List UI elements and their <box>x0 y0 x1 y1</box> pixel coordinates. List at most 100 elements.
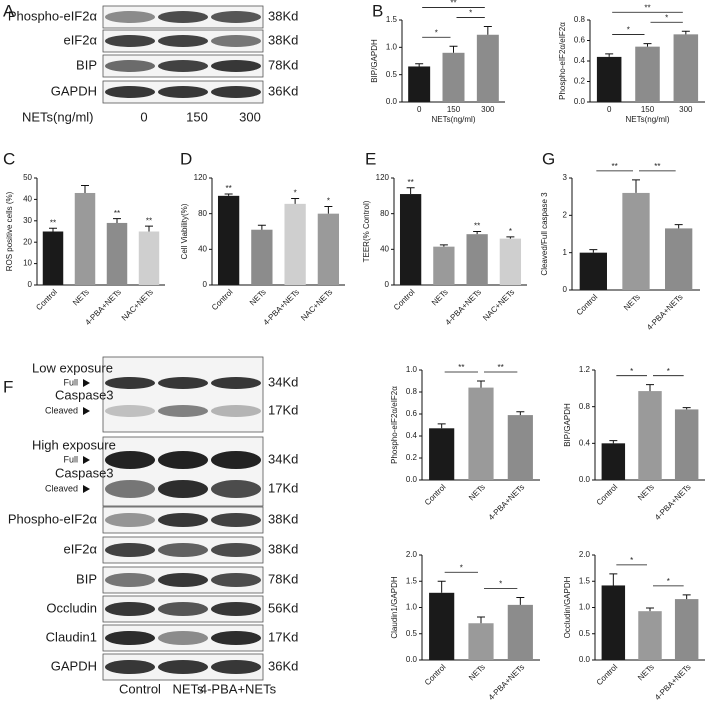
lane-label: 150 <box>186 109 208 124</box>
y-tick-label: 0 <box>28 280 33 289</box>
x-tick-label: Control <box>575 292 600 317</box>
bar <box>601 585 626 660</box>
error-bar <box>257 224 266 230</box>
bar <box>476 34 499 103</box>
band-label: Full <box>63 454 78 464</box>
blot-band <box>211 660 261 674</box>
bar <box>674 599 699 660</box>
bar <box>674 409 699 480</box>
y-tick-label: 2.0 <box>579 550 591 559</box>
bar <box>251 229 273 285</box>
blot-label: Phospho-eIF2α <box>8 8 98 23</box>
error-bar <box>483 26 492 35</box>
blot-label: GAPDH <box>51 658 97 673</box>
blot-size: 34Kd <box>268 374 298 389</box>
y-tick-label: 1.0 <box>386 42 398 51</box>
bar <box>622 192 650 290</box>
bar <box>499 238 522 285</box>
bar <box>42 231 64 285</box>
blot-size: 17Kd <box>268 480 298 495</box>
blot-size: 38Kd <box>268 511 298 526</box>
blot-band <box>105 377 155 389</box>
blot-band <box>211 35 261 47</box>
y-tick-label: 0.2 <box>574 77 586 86</box>
blot-size: 36Kd <box>268 83 298 98</box>
blot-band <box>158 660 208 674</box>
error-bar <box>145 225 153 232</box>
blot-band <box>105 573 155 587</box>
significance: ** <box>498 363 504 372</box>
y-tick-label: 2 <box>563 210 568 219</box>
x-tick-label: 150 <box>641 105 655 114</box>
y-axis-label: Phospho-eIF2α/eIF2α <box>558 22 567 100</box>
blot-band <box>211 60 261 72</box>
lane-label: 0 <box>140 109 147 124</box>
y-axis-label: ROS positive cells (%) <box>5 191 14 271</box>
protein-label: Caspase3 <box>55 387 114 402</box>
x-tick-label: 4-PBA+NETs <box>261 288 301 328</box>
blot-band <box>105 602 155 616</box>
x-tick-label: 0 <box>607 105 612 114</box>
x-axis-label: NETs(ng/ml) <box>625 115 669 124</box>
bar <box>579 252 607 290</box>
blot-label: BIP <box>76 571 97 586</box>
blot-band <box>158 60 208 72</box>
blot-label: eIF2α <box>63 32 97 47</box>
blot-band <box>211 631 261 645</box>
significance: ** <box>654 162 660 171</box>
bar <box>635 46 660 102</box>
error-bar <box>49 227 57 232</box>
blot-label: Claudin1 <box>46 629 97 644</box>
x-tick-label: 300 <box>679 105 693 114</box>
significance: ** <box>50 218 56 227</box>
y-axis-label: Claudin1/GAPDH <box>390 576 399 638</box>
x-tick-label: NAC+NETs <box>481 288 516 323</box>
blot-band <box>105 660 155 674</box>
y-tick-label: 3 <box>563 173 568 182</box>
y-tick-label: 120 <box>376 173 390 182</box>
panel-letter: D <box>180 149 192 168</box>
significance: * <box>499 580 502 589</box>
y-tick-label: 0.0 <box>579 475 591 484</box>
x-tick-label: NETs <box>430 288 450 308</box>
bar <box>408 66 431 102</box>
y-tick-label: 0.0 <box>386 97 398 106</box>
y-tick-label: 40 <box>380 244 389 253</box>
significance: * <box>469 9 472 18</box>
error-bar <box>681 30 690 35</box>
exposure-label: Low exposure <box>32 360 113 375</box>
error-bar <box>646 384 654 392</box>
significance: ** <box>612 162 618 171</box>
bar <box>468 623 494 660</box>
y-tick-label: 0.0 <box>406 655 418 664</box>
blot-band <box>158 513 208 527</box>
significance: ** <box>226 184 232 193</box>
blot-size: 17Kd <box>268 402 298 417</box>
significance: * <box>435 28 438 37</box>
band-arrow <box>83 485 90 493</box>
blot-band <box>105 86 155 98</box>
panel-letter: G <box>542 149 555 168</box>
error-bar <box>682 407 691 410</box>
blot-band <box>211 543 261 557</box>
blot-band <box>105 480 155 498</box>
error-bar <box>224 193 233 196</box>
x-tick-label: 150 <box>447 105 461 114</box>
bar <box>317 213 340 285</box>
bar <box>74 192 96 285</box>
panel-letter: B <box>372 1 383 20</box>
x-tick-label: Control <box>210 287 235 312</box>
treatment-label: NETs(ng/ml) <box>22 109 94 124</box>
y-tick-label: 0 <box>563 285 568 294</box>
x-tick-label: NETs <box>622 293 642 313</box>
y-tick-label: 30 <box>23 216 32 225</box>
y-axis-label: BIP/GAPDH <box>370 39 379 83</box>
blot-band <box>105 513 155 527</box>
y-tick-label: 0.6 <box>574 36 586 45</box>
blot-band <box>211 377 261 389</box>
y-axis-label: Cleaved/Full caspase 3 <box>540 192 549 276</box>
band-label: Cleaved <box>45 405 78 415</box>
x-axis-label: NETs(ng/ml) <box>431 115 475 124</box>
error-bar <box>324 206 333 214</box>
bar <box>665 228 693 290</box>
